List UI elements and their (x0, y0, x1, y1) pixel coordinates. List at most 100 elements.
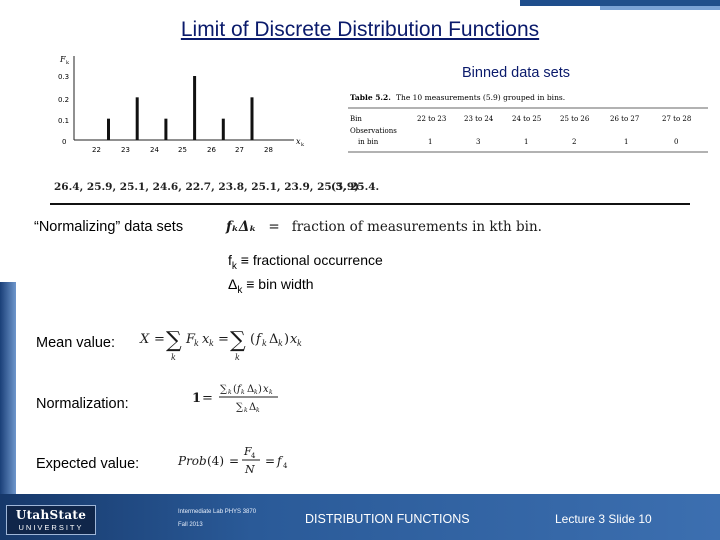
svg-text:F: F (243, 445, 252, 458)
normalization-label: Normalization: (36, 396, 129, 412)
histogram-bar (135, 97, 139, 140)
fk-definition-text: ≡ fractional occurrence (236, 252, 383, 268)
svg-text:k: k (297, 339, 302, 348)
svg-text:N: N (244, 463, 255, 476)
svg-text:k: k (269, 389, 273, 396)
delta-k-definition: Δk ≡ bin width (228, 276, 314, 296)
histogram-x-label-sub: k (301, 142, 305, 148)
histogram-bar (221, 118, 225, 140)
measurement-equation-number: (5.9) (331, 181, 360, 193)
svg-text:x: x (290, 332, 298, 347)
svg-text:∑: ∑ (236, 402, 244, 413)
mean-value-formula: X = ∑ k F k x k = ∑ k ( f k Δ k ) x k (139, 328, 302, 362)
table-row-label: in bin (358, 138, 379, 146)
normalizing-formula-eq: = (268, 219, 280, 235)
bins-table: Table 5.2. The 10 measurements (5.9) gro… (348, 93, 708, 153)
svg-text:F: F (185, 332, 196, 347)
table-cell: 22 to 23 (417, 115, 446, 123)
table-cell: 26 to 27 (610, 115, 639, 123)
histogram-bar (107, 118, 110, 140)
table-cell: 23 to 24 (464, 115, 494, 123)
table-cell: 1 (624, 138, 628, 146)
table-cell: 0 (674, 138, 678, 146)
measurement-list: 26.4, 25.9, 25.1, 24.6, 22.7, 23.8, 25.1… (54, 181, 380, 193)
table-caption: The 10 measurements (5.9) grouped in bin… (396, 93, 565, 102)
svg-text:Prob: Prob (177, 454, 207, 468)
normalizing-label: “Normalizing” data sets (34, 219, 184, 235)
normalizing-formula: fₖΔₖ = fraction of measurements in kth bin… (226, 219, 542, 235)
svg-text:): ) (258, 384, 262, 395)
binned-data-label: Binned data sets (462, 65, 571, 81)
histogram-y-label: F (59, 55, 66, 64)
delta-symbol: Δ (228, 276, 238, 292)
table-cell: 3 (476, 138, 480, 146)
expected-value-label: Expected value: (36, 456, 140, 472)
top-accent-bar-light (600, 6, 720, 10)
normalization-formula: 1 = ∑ k ( f k Δ k ) x k ∑ k Δ k (192, 384, 278, 414)
svg-text:k: k (241, 389, 245, 396)
svg-text:(: ( (250, 332, 255, 347)
histogram-figure: F k 0.3 0.2 0.1 0 22 23 24 25 26 27 28 x… (58, 55, 305, 154)
svg-text:∑: ∑ (230, 328, 246, 353)
svg-text:Δ: Δ (247, 384, 254, 395)
svg-text:(4): (4) (207, 454, 224, 468)
svg-text:k: k (209, 339, 214, 348)
histogram-x-tick: 25 (178, 146, 187, 154)
footer-bar (0, 494, 720, 540)
svg-text:(: ( (233, 384, 237, 395)
histogram-bar (193, 76, 197, 140)
svg-text:k: k (194, 339, 199, 348)
svg-text:Δ: Δ (269, 332, 278, 347)
table-cell: 24 to 25 (512, 115, 541, 123)
histogram-x-label: x (296, 137, 301, 146)
fk-subscript: k (231, 260, 237, 272)
fk-definition: fk ≡ fractional occurrence (228, 252, 383, 272)
logo-subtext: UNIVERSITY (18, 523, 84, 532)
table-caption-number: Table 5.2. (350, 93, 391, 102)
svg-text:k: k (244, 407, 248, 414)
svg-text:∑: ∑ (166, 328, 182, 353)
svg-text:k: k (171, 353, 176, 362)
histogram-bar (164, 118, 168, 140)
svg-text:k: k (254, 389, 258, 396)
histogram-y-label-sub: k (66, 60, 70, 66)
histogram-x-tick: 24 (150, 146, 159, 154)
logo-wordmark: UtahState (15, 508, 87, 522)
table-cell: 25 to 26 (560, 115, 590, 123)
svg-text:=: = (202, 391, 213, 406)
svg-text:=: = (218, 332, 229, 347)
svg-text:1: 1 (192, 391, 201, 406)
histogram-y-tick: 0 (62, 138, 66, 146)
svg-text:k: k (228, 389, 232, 396)
histogram-bar (250, 97, 254, 140)
section-divider (50, 203, 690, 205)
svg-text:): ) (284, 332, 289, 347)
histogram-x-tick: 26 (207, 146, 216, 154)
fk-symbol: f (228, 252, 232, 268)
usu-logo: UtahState UNIVERSITY (6, 505, 96, 535)
table-cell: 27 to 28 (662, 115, 691, 123)
course-term: Fall 2013 (178, 522, 203, 528)
svg-text:∑: ∑ (220, 384, 228, 395)
histogram-x-tick: 22 (92, 146, 101, 154)
svg-text:k: k (278, 339, 283, 348)
table-cell: 1 (524, 138, 528, 146)
course-name: Intermediate Lab PHYS 3870 (178, 509, 257, 515)
svg-text:k: k (235, 353, 240, 362)
svg-text:x: x (202, 332, 210, 347)
histogram-y-tick: 0.3 (58, 73, 69, 81)
svg-text:4: 4 (283, 462, 288, 470)
histogram-x-tick: 28 (264, 146, 273, 154)
svg-text:f: f (255, 332, 263, 347)
top-accent-bar (520, 0, 720, 6)
lecture-slide-number: Lecture 3 Slide 10 (555, 512, 652, 526)
svg-text:k: k (262, 339, 267, 348)
svg-text:Δ: Δ (249, 402, 256, 413)
svg-text:f: f (276, 454, 284, 468)
svg-text:k: k (256, 407, 260, 414)
delta-subscript: k (237, 284, 243, 296)
left-accent-band (0, 282, 16, 494)
table-cell: 1 (428, 138, 432, 146)
svg-text:x: x (263, 384, 269, 395)
